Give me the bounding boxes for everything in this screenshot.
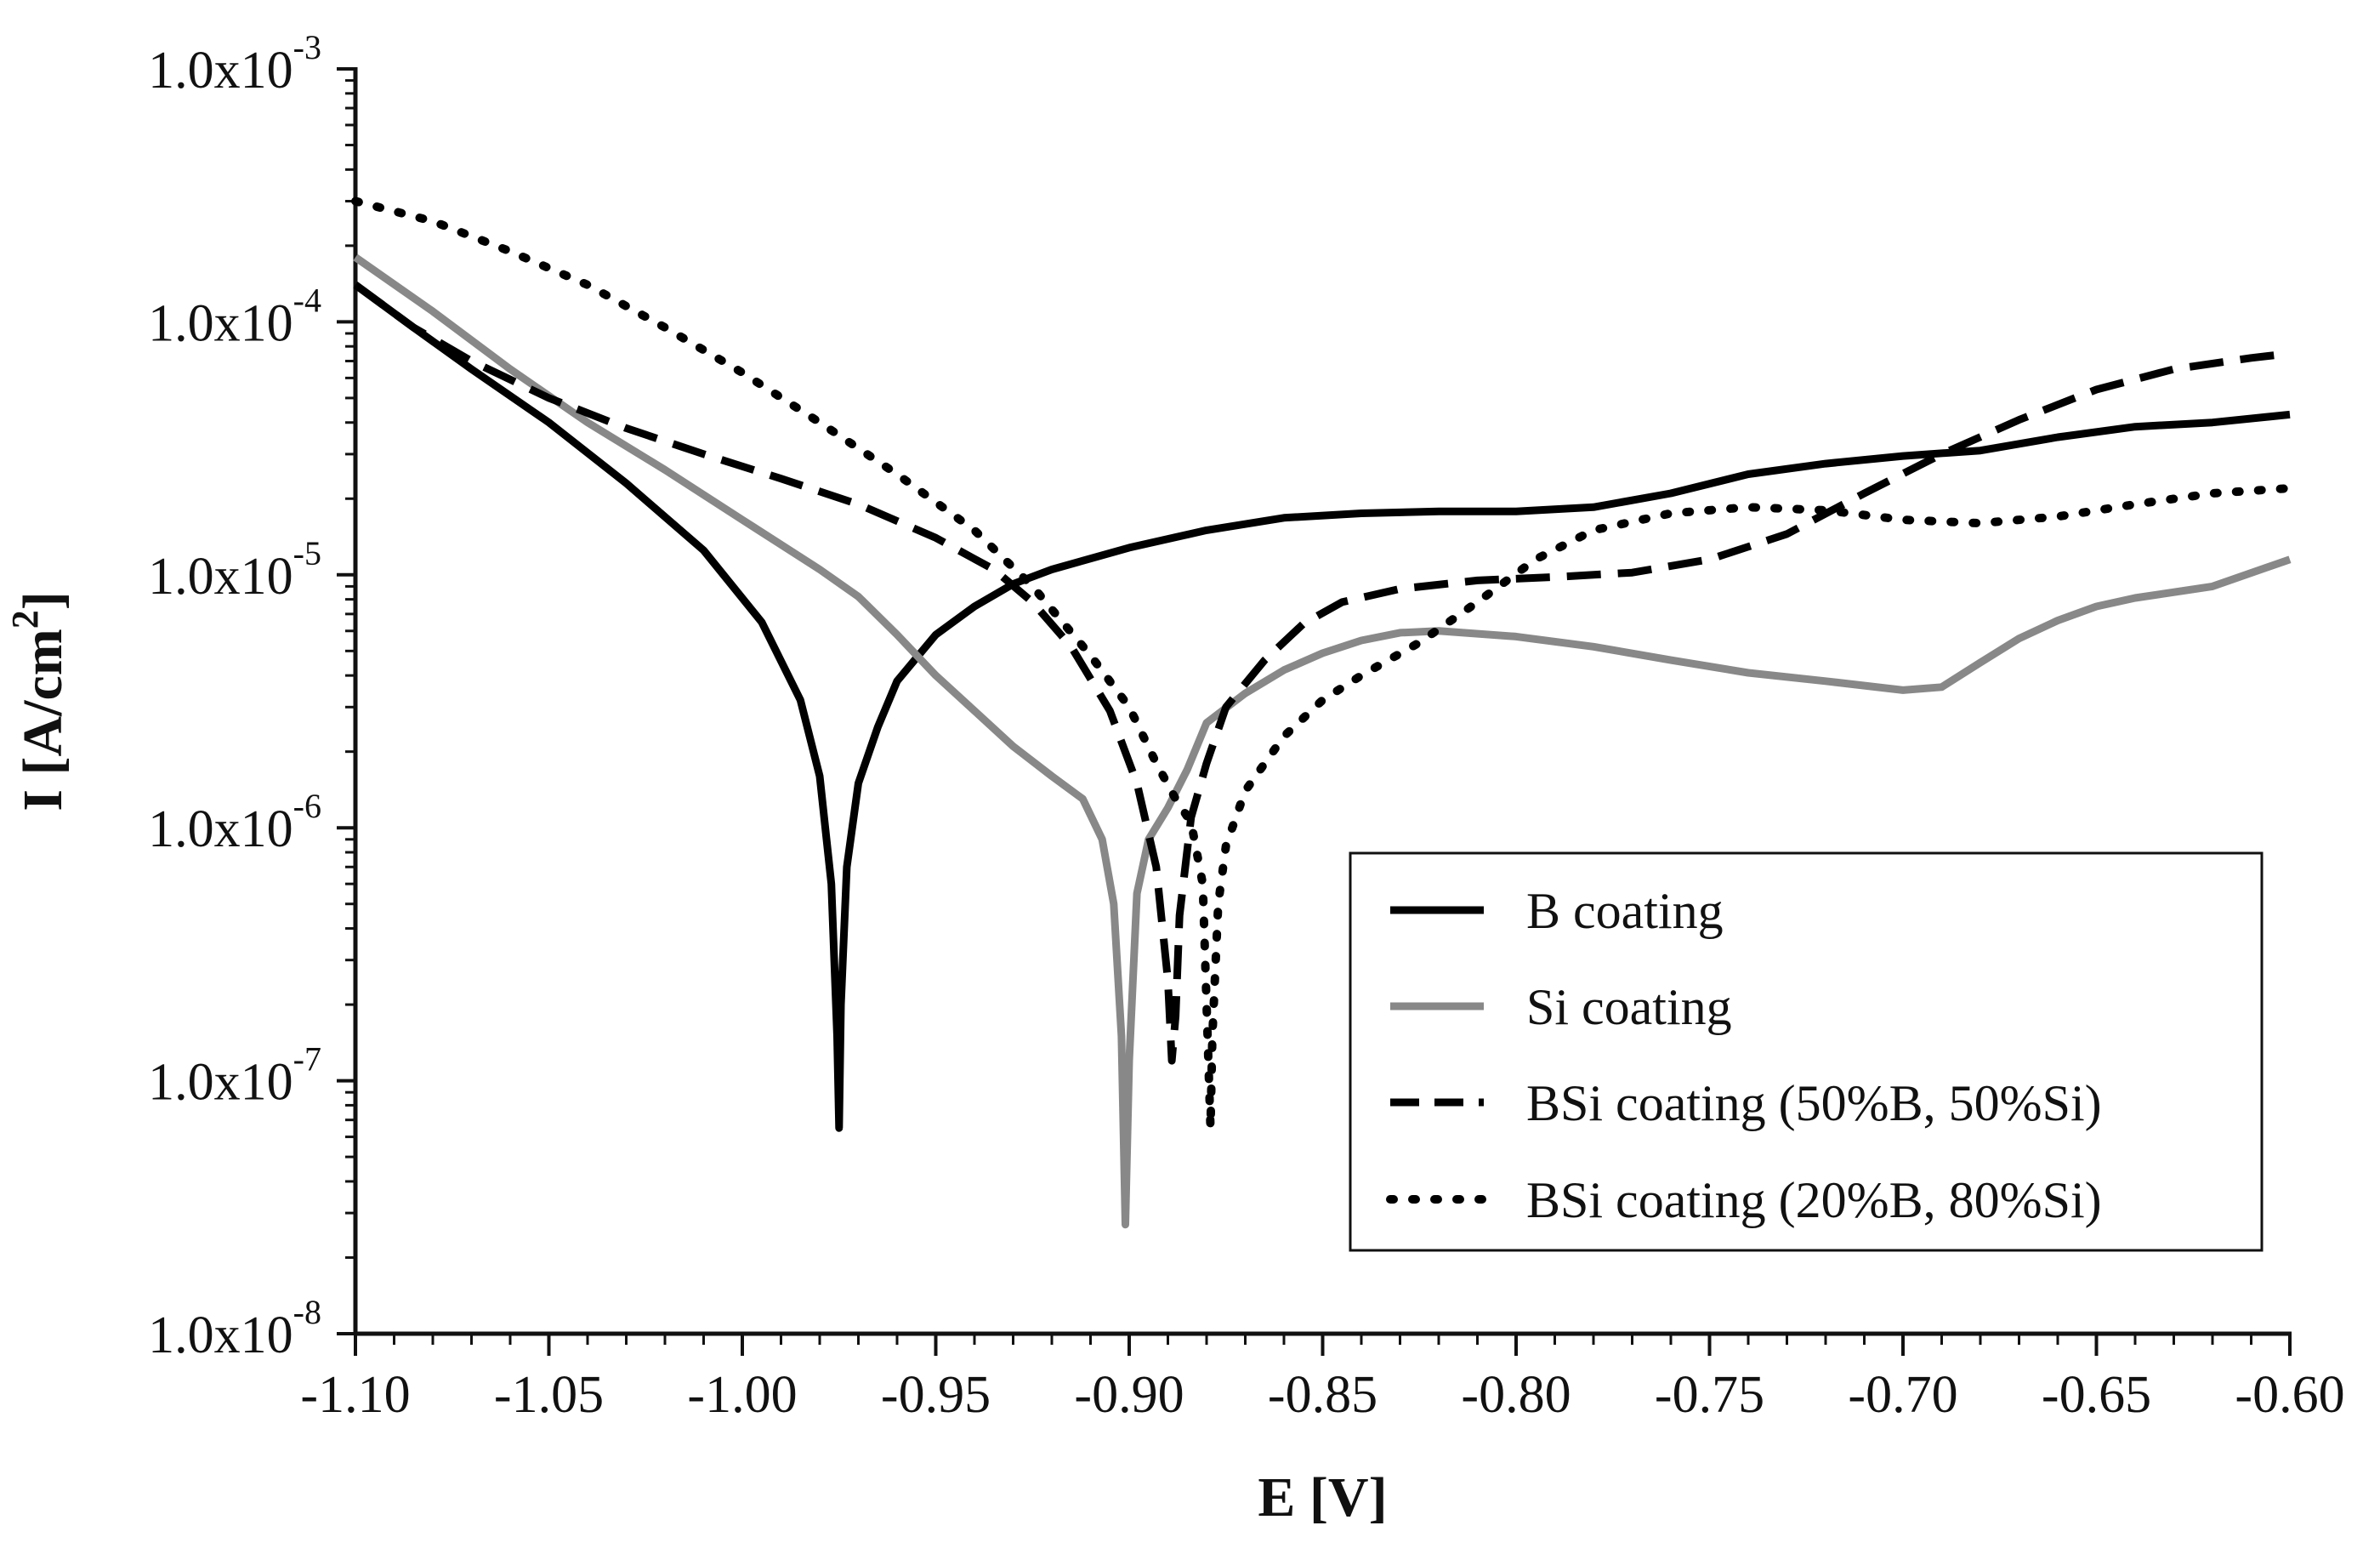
series-line-1	[353, 282, 2291, 1132]
x-tick-label: -0.90	[1074, 1366, 1184, 1424]
legend-label-1: B coating	[1526, 883, 1724, 939]
y-tick-label: 1.0x10-5	[148, 534, 321, 606]
x-tick-label: -0.60	[2235, 1366, 2344, 1424]
x-tick-label: -0.70	[1848, 1366, 1957, 1424]
x-tick-label: -0.95	[881, 1366, 991, 1424]
x-tick-label: -0.80	[1461, 1366, 1571, 1424]
axes-layer	[337, 67, 2292, 1356]
legend-label-4: BSi coating (20%B, 80%Si)	[1526, 1172, 2102, 1228]
series-line-3	[353, 282, 2291, 1065]
x-axis-title: E [V]	[1258, 1466, 1387, 1528]
series-line-4	[351, 196, 2294, 1133]
legend-label-3: BSi coating (50%B, 50%Si)	[1526, 1075, 2102, 1131]
x-tick-label: -1.10	[300, 1366, 410, 1424]
x-tick-label: -1.00	[687, 1366, 797, 1424]
y-tick-label: 1.0x10-7	[148, 1040, 321, 1112]
series-layer	[351, 196, 2294, 1229]
y-axis-title: I [A/cm2]	[4, 591, 74, 811]
y-tick-label: 1.0x10-6	[148, 787, 321, 858]
y-tick-label: 1.0x10-3	[148, 28, 321, 100]
legend-label-2: Si coating	[1526, 979, 1732, 1035]
y-tick-label: 1.0x10-4	[148, 281, 321, 352]
legend-box	[1349, 851, 2264, 1252]
series-line-2	[353, 253, 2292, 1229]
x-tick-label: -0.75	[1655, 1366, 1764, 1424]
x-tick-label: -0.85	[1268, 1366, 1377, 1424]
axis-labels: -1.10 -1.05 -1.00 -0.95 -0.90 -0.85 -0.80 -0.75…	[4, 28, 2345, 1528]
x-tick-label: -0.65	[2042, 1366, 2151, 1424]
legend: B coating Si coating BSi coating (50%B, 50…	[1349, 851, 2264, 1252]
y-tick-label: 1.0x10-8	[148, 1293, 321, 1364]
x-tick-label: -1.05	[494, 1366, 604, 1424]
